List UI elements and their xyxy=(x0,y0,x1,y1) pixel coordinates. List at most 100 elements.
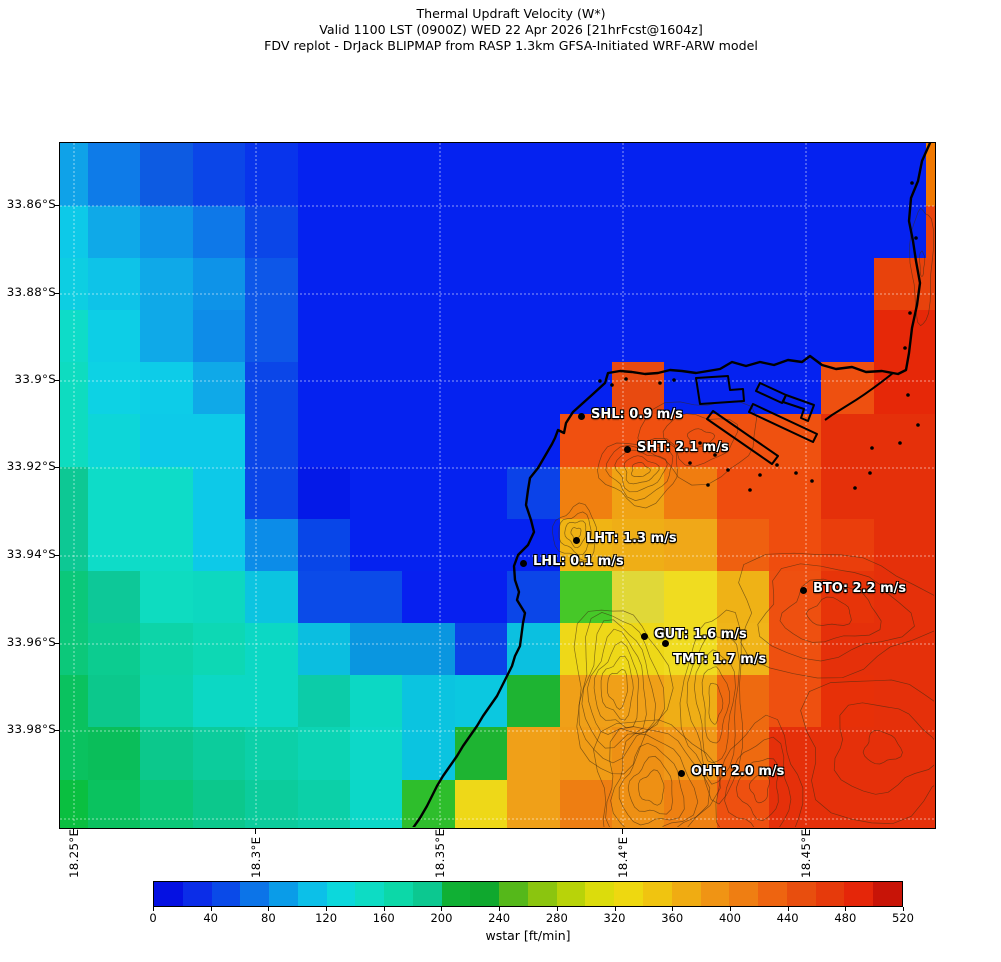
colorbar-tick-label: 440 xyxy=(776,911,799,925)
colorbar-segment xyxy=(614,882,644,906)
heatmap-cell xyxy=(350,310,402,362)
y-tick-mark xyxy=(54,467,59,468)
colorbar-segment xyxy=(815,882,845,906)
heatmap-cell xyxy=(140,623,193,675)
heatmap-cell xyxy=(350,519,402,571)
y-tick-label: 33.94°S xyxy=(6,547,56,561)
station-label-LHL: LHL: 0.1 m/s xyxy=(533,554,624,569)
x-tick-label: 18.25°E xyxy=(67,828,81,878)
y-tick-label: 33.98°S xyxy=(6,722,56,736)
heatmap-cell xyxy=(193,310,245,362)
heatmap-cell xyxy=(350,727,402,780)
colorbar-tick-mark xyxy=(672,907,674,911)
station-label-TMT: TMT: 1.7 m/s xyxy=(673,652,767,667)
colorbar-tick-mark xyxy=(210,907,212,911)
heatmap-cell xyxy=(88,206,140,258)
colorbar-tick-label: 40 xyxy=(203,911,218,925)
heatmap-cell xyxy=(245,258,298,310)
heatmap-cell xyxy=(193,206,245,258)
colorbar xyxy=(153,881,903,907)
colorbar-segment xyxy=(671,882,701,906)
heatmap-cell xyxy=(245,675,298,727)
heatmap-cell xyxy=(350,780,402,828)
heatmap-cell xyxy=(298,310,350,362)
heatmap-cell xyxy=(245,310,298,362)
heatmap-cell xyxy=(140,310,193,362)
heatmap-cell xyxy=(193,780,245,828)
heatmap-cell xyxy=(298,519,350,571)
y-tick-mark xyxy=(54,555,59,556)
heatmap-cell xyxy=(298,362,350,414)
colorbar-segment xyxy=(700,882,730,906)
heatmap-cell xyxy=(245,519,298,571)
map-plot-area: SHL: 0.9 m/s SHT: 2.1 m/s LHT: 1.3 m/s LHL:… xyxy=(59,142,936,829)
heatmap-cell xyxy=(245,467,298,519)
colorbar-tick-mark xyxy=(845,907,847,911)
heatmap-cell xyxy=(245,206,298,258)
colorbar-segment xyxy=(355,882,385,906)
x-tick-mark xyxy=(255,829,256,834)
heatmap-cell xyxy=(193,727,245,780)
colorbar-tick-label: 360 xyxy=(661,911,684,925)
heatmap-cell xyxy=(193,467,245,519)
chart-title: Thermal Updraft Velocity (W*) xyxy=(416,6,606,21)
chart-subtitle-model-info: FDV replot - DrJack BLIPMAP from RASP 1.… xyxy=(264,38,758,53)
colorbar-segment xyxy=(441,882,471,906)
heatmap-cell xyxy=(298,143,350,206)
colorbar-tick-mark xyxy=(383,907,385,911)
x-tick-mark xyxy=(73,829,74,834)
colorbar-label: wstar [ft/min] xyxy=(485,928,571,943)
heatmap-cell xyxy=(350,143,402,206)
station-label-SHT: SHT: 2.1 m/s xyxy=(637,440,729,455)
colorbar-segment xyxy=(643,882,672,906)
y-tick-mark xyxy=(54,205,59,206)
station-marker-SHT xyxy=(624,446,631,453)
colorbar-segment xyxy=(499,882,528,906)
x-tick-mark xyxy=(622,829,623,834)
station-label-BTO: BTO: 2.2 m/s xyxy=(813,581,907,596)
heatmap-cell xyxy=(140,519,193,571)
heatmap-cell xyxy=(140,675,193,727)
heatmap-cell xyxy=(140,467,193,519)
colorbar-tick-mark xyxy=(326,907,328,911)
station-marker-LHT xyxy=(573,537,580,544)
heatmap-cell xyxy=(298,258,350,310)
heatmap-cell xyxy=(193,258,245,310)
heatmap-cell xyxy=(88,467,140,519)
heatmap-cell xyxy=(350,414,402,467)
heatmap-cell xyxy=(193,571,245,623)
colorbar-segment xyxy=(556,882,586,906)
colorbar-tick-label: 120 xyxy=(315,911,338,925)
heatmap-cell xyxy=(245,727,298,780)
station-label-LHT: LHT: 1.3 m/s xyxy=(586,531,677,546)
heatmap-cell xyxy=(193,362,245,414)
station-marker-LHL xyxy=(520,560,527,567)
station-marker-BTO xyxy=(800,587,807,594)
heatmap-cell xyxy=(350,206,402,258)
heatmap-cell xyxy=(245,780,298,828)
colorbar-tick-label: 200 xyxy=(430,911,453,925)
chart-subtitle-valid-time: Valid 1100 LST (0900Z) WED 22 Apr 2026 [… xyxy=(319,22,703,37)
y-tick-mark xyxy=(54,730,59,731)
colorbar-tick-label: 0 xyxy=(149,911,157,925)
colorbar-segment xyxy=(154,882,183,906)
heatmap-cell xyxy=(140,414,193,467)
colorbar-segment xyxy=(873,882,902,906)
heatmap-cell xyxy=(193,623,245,675)
colorbar-tick-label: 320 xyxy=(603,911,626,925)
colorbar-tick-label: 280 xyxy=(545,911,568,925)
heatmap-cell xyxy=(350,675,402,727)
heatmap-cell xyxy=(88,414,140,467)
heatmap-cell xyxy=(350,571,402,623)
heatmap-cell xyxy=(140,143,193,206)
heatmap-cell xyxy=(88,362,140,414)
heatmap-cell xyxy=(245,623,298,675)
y-tick-label: 33.96°S xyxy=(6,635,56,649)
heatmap-cell xyxy=(298,467,350,519)
colorbar-segment xyxy=(384,882,413,906)
x-tick-mark xyxy=(439,829,440,834)
y-tick-label: 33.92°S xyxy=(6,459,56,473)
station-label-SHL: SHL: 0.9 m/s xyxy=(591,407,683,422)
y-tick-mark xyxy=(54,293,59,294)
